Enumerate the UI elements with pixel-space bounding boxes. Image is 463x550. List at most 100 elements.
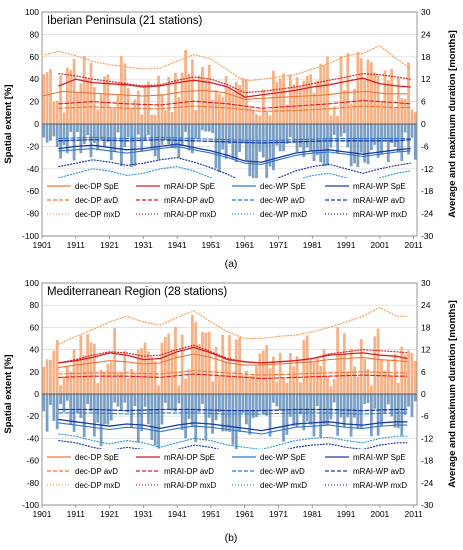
- wp-bar: [174, 124, 177, 149]
- wp-bar: [167, 124, 171, 145]
- wp-bar: [413, 124, 417, 160]
- wp-bar: [238, 124, 242, 152]
- legend-label: mRAI-DP mxD: [164, 210, 217, 219]
- dp-bar: [228, 87, 231, 124]
- wp-bar: [366, 394, 370, 404]
- dp-bar: [278, 78, 282, 124]
- wp-bar: [376, 394, 380, 436]
- wp-bar: [278, 394, 282, 411]
- wp-bar: [400, 394, 404, 436]
- wp-bar: [106, 124, 110, 143]
- dp-bar: [376, 75, 380, 124]
- dp-bar: [194, 322, 198, 394]
- wp-bar: [288, 124, 292, 138]
- wp-bar: [305, 124, 309, 148]
- dp-bar: [390, 375, 394, 394]
- dp-bar: [197, 344, 201, 394]
- dp-bar: [370, 385, 373, 394]
- dp-bar: [400, 346, 404, 394]
- wp-bar: [285, 394, 289, 435]
- dp-bar: [295, 356, 299, 394]
- wp-bar: [150, 124, 154, 149]
- y-tick-label: -60: [27, 456, 40, 466]
- legend-label: dec-DP avD: [75, 467, 118, 476]
- wp-bar: [234, 394, 238, 451]
- y2-tick-label: 18: [421, 322, 431, 332]
- dp-bar: [153, 114, 157, 124]
- dp-bar: [275, 82, 279, 124]
- dp-bar: [174, 326, 177, 394]
- plot-frame: [41, 282, 418, 506]
- series-line-dec-dp-mxd: [58, 306, 408, 345]
- dp-bar: [248, 107, 252, 124]
- dp-bar: [89, 342, 93, 394]
- wp-bar: [221, 124, 225, 150]
- wp-bar: [238, 394, 242, 433]
- dp-bar: [336, 115, 339, 124]
- legend: [43, 449, 416, 493]
- wp-bar: [326, 124, 329, 166]
- y2-tick-label: 24: [421, 300, 431, 310]
- dp-bar: [234, 81, 238, 124]
- wp-bar: [248, 394, 252, 435]
- wp-bar: [89, 124, 93, 158]
- dp-bar: [248, 375, 252, 394]
- wp-bar: [163, 124, 167, 140]
- wp-bar: [258, 394, 262, 412]
- wp-bar: [140, 124, 144, 152]
- dp-bar: [288, 353, 292, 394]
- dp-bar: [400, 98, 404, 124]
- dp-bar: [224, 361, 228, 394]
- wp-bar: [231, 394, 235, 445]
- wp-bar: [329, 124, 333, 148]
- wp-bar: [268, 124, 272, 167]
- wp-bar: [393, 124, 397, 147]
- wp-bar: [204, 124, 208, 132]
- wp-bar: [190, 394, 194, 427]
- dp-bar: [42, 74, 46, 124]
- dp-bar: [302, 80, 306, 124]
- wp-bar: [109, 124, 113, 161]
- wp-bar: [339, 394, 343, 418]
- dp-bar: [123, 63, 127, 124]
- wp-bar: [106, 394, 110, 425]
- legend-label: mRAI-WP avD: [353, 196, 405, 205]
- dp-bar: [410, 352, 414, 394]
- panel-label: (b): [225, 532, 238, 544]
- wp-bar: [245, 394, 248, 425]
- wp-bar: [103, 124, 106, 147]
- dp-bar: [120, 373, 123, 394]
- wp-bar: [96, 394, 100, 423]
- x-tick-label: 1951: [201, 509, 220, 519]
- wp-bar: [72, 124, 76, 161]
- dp-bar: [207, 331, 211, 394]
- wp-bar: [353, 394, 356, 418]
- wp-bar: [332, 394, 336, 403]
- x-tick-label: 1901: [33, 509, 52, 519]
- y-tick-label: -40: [27, 164, 40, 174]
- wp-bar: [109, 394, 113, 421]
- wp-bar: [258, 124, 262, 152]
- legend-label: dec-DP SpE: [75, 453, 119, 462]
- legend-label: mRAI-DP mxD: [164, 481, 217, 490]
- x-tick-label: 1921: [100, 240, 119, 250]
- legend-label: mRAI-DP avD: [164, 467, 214, 476]
- dp-bar: [295, 77, 299, 124]
- x-tick-label: 1961: [235, 240, 254, 250]
- y2-tick-label: 12: [421, 345, 431, 355]
- dp-bar: [370, 62, 373, 124]
- x-tick-label: 1991: [337, 509, 356, 519]
- dp-bar: [82, 55, 86, 125]
- x-tick-label: 1981: [303, 240, 322, 250]
- wp-bar: [403, 394, 407, 415]
- y2-tick-label: 18: [421, 52, 431, 62]
- series-line-dec-wp-spe: [58, 422, 408, 435]
- wp-bar: [336, 394, 339, 436]
- wp-bar: [65, 394, 69, 401]
- dp-bar: [258, 115, 262, 124]
- dp-bar: [76, 360, 79, 394]
- wp-bar: [278, 124, 282, 152]
- y-tick-label: -60: [27, 186, 40, 196]
- dp-bar: [346, 371, 350, 394]
- dp-bar: [187, 369, 191, 394]
